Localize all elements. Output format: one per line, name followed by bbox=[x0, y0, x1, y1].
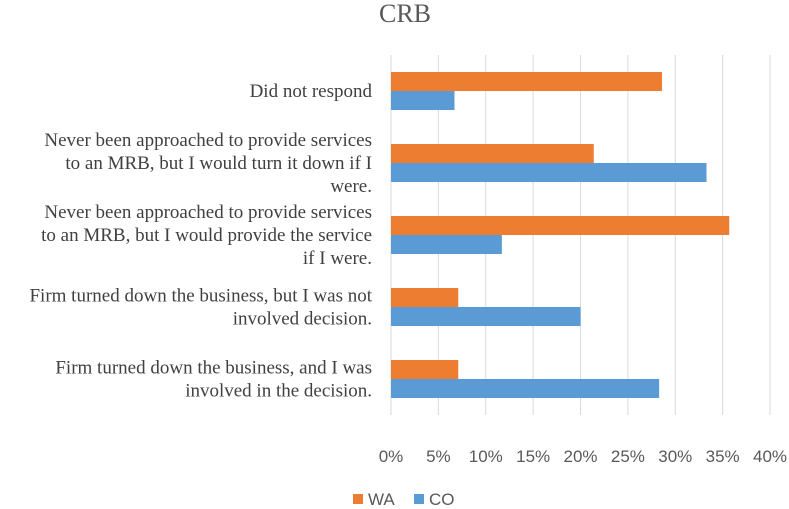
category-label-1: Never been approached to provide service… bbox=[44, 130, 372, 197]
x-tick-label-3: 15% bbox=[516, 447, 550, 466]
category-label-3: Firm turned down the business, but I was… bbox=[29, 286, 372, 330]
legend-swatch-wa bbox=[353, 494, 363, 504]
bar-co-2 bbox=[391, 235, 502, 254]
bar-co-3 bbox=[391, 307, 581, 326]
x-tick-label-8: 40% bbox=[753, 447, 787, 466]
bars bbox=[391, 72, 730, 398]
category-label-0: Did not respond bbox=[250, 81, 373, 102]
bar-wa-0 bbox=[391, 72, 662, 91]
legend: WA CO bbox=[353, 490, 455, 509]
bar-wa-3 bbox=[391, 288, 459, 307]
bar-wa-1 bbox=[391, 144, 594, 163]
x-tick-label-5: 25% bbox=[611, 447, 645, 466]
x-tick-label-7: 35% bbox=[706, 447, 740, 466]
category-label-2: Never been approached to provide service… bbox=[41, 202, 372, 269]
chart-title: CRB bbox=[379, 0, 431, 28]
x-tick-label-6: 30% bbox=[658, 447, 692, 466]
bar-co-0 bbox=[391, 91, 455, 110]
bar-wa-2 bbox=[391, 216, 730, 235]
legend-swatch-co bbox=[414, 494, 424, 504]
x-tick-label-4: 20% bbox=[563, 447, 597, 466]
category-label-4: Firm turned down the business, and I was… bbox=[55, 358, 372, 402]
x-tick-label-0: 0% bbox=[379, 447, 404, 466]
category-labels: Did not respond Never been approached to … bbox=[29, 81, 372, 402]
legend-label-co: CO bbox=[429, 490, 455, 509]
bar-co-4 bbox=[391, 379, 660, 398]
bar-wa-4 bbox=[391, 360, 459, 379]
x-axis-tick-labels: 0% 5% 10% 15% 20% 25% 30% 35% 40% bbox=[379, 447, 787, 466]
x-tick-label-1: 5% bbox=[426, 447, 451, 466]
bar-co-1 bbox=[391, 163, 707, 182]
legend-label-wa: WA bbox=[368, 490, 395, 509]
x-tick-label-2: 10% bbox=[469, 447, 503, 466]
